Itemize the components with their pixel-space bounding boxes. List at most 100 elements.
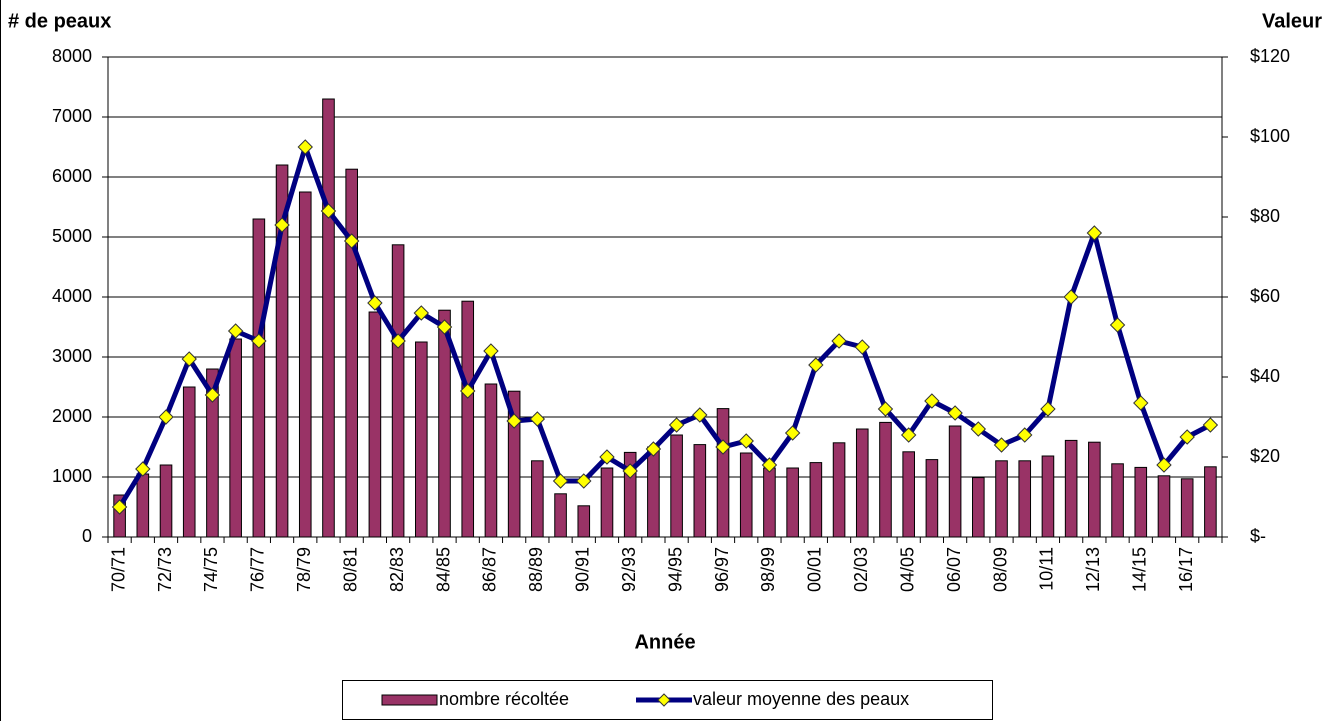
x-tick-label: 88/89 bbox=[526, 547, 546, 592]
x-tick-label: 76/77 bbox=[248, 547, 268, 592]
bar bbox=[554, 493, 567, 538]
y2-tick-label: $80 bbox=[1250, 206, 1280, 226]
x-tick-label: 94/95 bbox=[665, 547, 685, 592]
marker bbox=[900, 427, 917, 443]
x-tick-label: 92/93 bbox=[619, 547, 639, 592]
x-tick-label: 12/13 bbox=[1083, 547, 1103, 592]
marker bbox=[576, 473, 592, 489]
y2-tick-label: $20 bbox=[1250, 446, 1280, 466]
x-tick-label: 96/97 bbox=[712, 547, 732, 592]
x-tick-label: 00/01 bbox=[805, 547, 825, 592]
bar bbox=[1041, 455, 1055, 538]
marker bbox=[970, 421, 987, 437]
y-tick-label: 7000 bbox=[52, 106, 92, 126]
left-axis-title: # de peaux bbox=[8, 10, 111, 32]
y2-tick-label: $120 bbox=[1250, 46, 1290, 66]
bar bbox=[647, 446, 660, 538]
bar bbox=[1157, 475, 1171, 538]
bar bbox=[739, 452, 753, 538]
marker bbox=[367, 295, 383, 311]
y-tick-label: 0 bbox=[82, 526, 92, 546]
x-tick-label: 80/81 bbox=[340, 547, 360, 592]
marker bbox=[1040, 401, 1056, 417]
marker bbox=[877, 401, 894, 417]
marker bbox=[506, 413, 522, 429]
y-tick-label: 6000 bbox=[52, 166, 92, 186]
x-axis-title: Année bbox=[634, 631, 695, 653]
marker bbox=[854, 339, 870, 355]
marker bbox=[320, 203, 337, 219]
marker bbox=[552, 473, 569, 489]
bar bbox=[1064, 439, 1078, 538]
marker bbox=[831, 333, 847, 349]
bar bbox=[855, 428, 869, 538]
x-tick-label: 08/09 bbox=[990, 547, 1010, 592]
marker bbox=[784, 425, 801, 441]
marker bbox=[715, 439, 731, 455]
bar bbox=[972, 477, 985, 538]
y2-tick-label: $100 bbox=[1250, 126, 1290, 146]
right-axis-title: Valeur bbox=[1262, 10, 1322, 32]
marker bbox=[1086, 225, 1103, 241]
bar bbox=[391, 244, 405, 538]
marker bbox=[1133, 395, 1149, 411]
marker bbox=[924, 393, 940, 409]
y-tick-label: 1000 bbox=[52, 466, 92, 486]
x-tick-label: 02/03 bbox=[851, 547, 871, 592]
marker bbox=[808, 357, 824, 373]
x-tick-label: 74/75 bbox=[201, 547, 221, 592]
bar bbox=[623, 451, 637, 538]
bar bbox=[995, 460, 1008, 538]
x-tick-label: 14/15 bbox=[1130, 547, 1150, 592]
marker bbox=[390, 333, 406, 349]
marker bbox=[947, 405, 963, 421]
x-tick-label: 90/91 bbox=[573, 547, 593, 592]
bar bbox=[693, 444, 707, 538]
bar bbox=[484, 383, 498, 538]
bar bbox=[159, 464, 173, 538]
bar bbox=[1204, 466, 1217, 538]
marker bbox=[738, 433, 754, 449]
y2-tick-label: $40 bbox=[1250, 366, 1280, 386]
marker bbox=[135, 461, 151, 477]
bar bbox=[948, 425, 962, 538]
marker bbox=[1017, 427, 1033, 443]
x-tick-label: 82/83 bbox=[387, 547, 407, 592]
marker bbox=[111, 499, 128, 515]
y2-tick-label: $60 bbox=[1250, 286, 1280, 306]
marker bbox=[297, 139, 313, 155]
bar bbox=[670, 434, 683, 538]
bar bbox=[229, 338, 242, 538]
marker bbox=[993, 437, 1010, 453]
bar bbox=[902, 451, 915, 538]
bar bbox=[763, 467, 776, 538]
bar bbox=[1134, 466, 1148, 538]
bar bbox=[1018, 460, 1032, 538]
legend-label: nombre récoltée bbox=[439, 689, 569, 709]
legend-swatch bbox=[381, 694, 438, 706]
bar bbox=[600, 467, 614, 538]
marker bbox=[251, 333, 267, 349]
bar bbox=[345, 168, 358, 538]
x-tick-label: 72/73 bbox=[155, 547, 175, 592]
marker bbox=[158, 409, 174, 425]
y-tick-label: 2000 bbox=[52, 406, 92, 426]
y-tick-label: 3000 bbox=[52, 346, 92, 366]
marker bbox=[227, 323, 244, 339]
bar bbox=[298, 191, 312, 538]
bar bbox=[275, 164, 289, 538]
marker bbox=[181, 351, 197, 367]
legend-marker bbox=[657, 693, 671, 707]
x-tick-label: 86/87 bbox=[480, 547, 500, 592]
bar bbox=[322, 98, 335, 538]
bar bbox=[809, 462, 823, 538]
y2-tick-label: $- bbox=[1250, 526, 1266, 546]
y-tick-label: 4000 bbox=[52, 286, 92, 306]
x-tick-label: 70/71 bbox=[108, 547, 128, 592]
bar bbox=[577, 505, 591, 538]
marker bbox=[645, 441, 662, 457]
marker bbox=[204, 387, 221, 403]
y-tick-label: 5000 bbox=[52, 226, 92, 246]
marker bbox=[529, 411, 546, 427]
